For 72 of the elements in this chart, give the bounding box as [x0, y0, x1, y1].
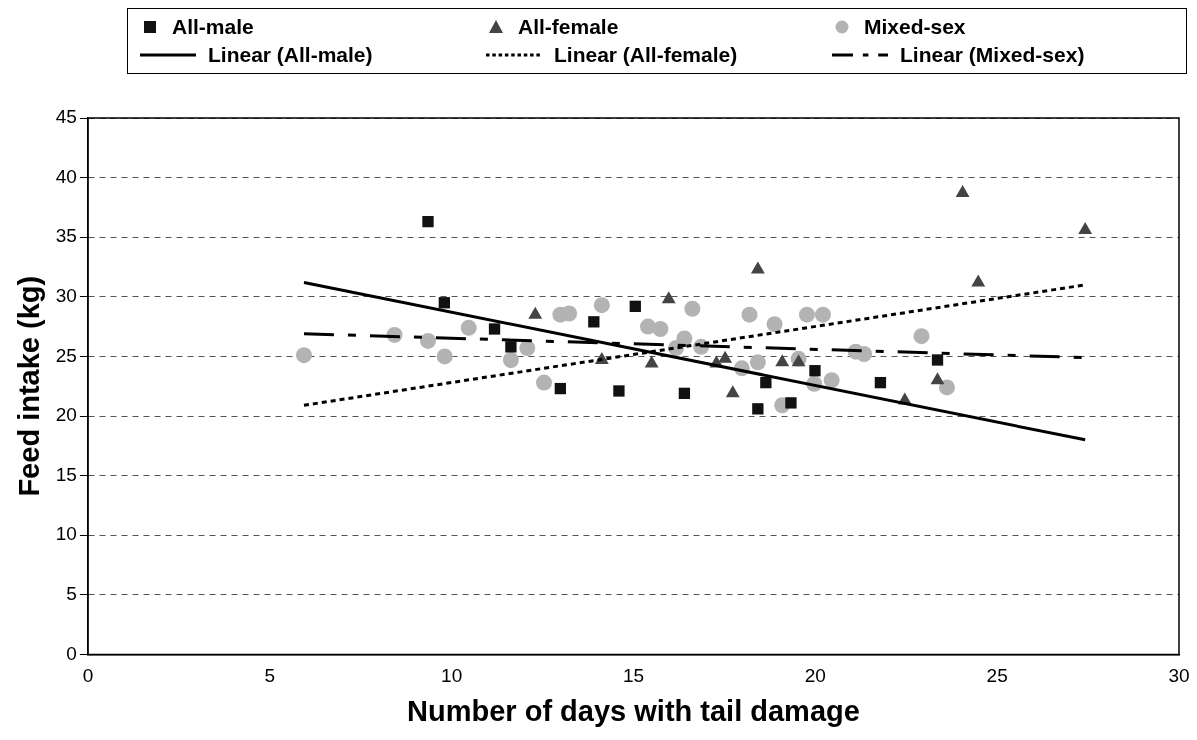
point	[554, 382, 567, 395]
point	[913, 328, 930, 345]
point	[422, 216, 434, 228]
y-tick-label: 10	[55, 523, 77, 545]
point	[613, 385, 625, 397]
point	[750, 261, 765, 274]
point	[931, 354, 944, 366]
legend-label: All-male	[172, 15, 254, 39]
point	[791, 354, 806, 367]
point	[652, 320, 669, 337]
point	[955, 185, 970, 198]
x-tick-label: 0	[82, 665, 94, 687]
point	[536, 374, 552, 391]
y-tick-label: 5	[66, 583, 77, 605]
point	[971, 274, 986, 287]
legend-label: Linear (All-female)	[554, 43, 738, 67]
point	[561, 305, 578, 322]
legend-label: Linear (Mixed-sex)	[900, 43, 1085, 67]
point	[775, 354, 790, 367]
point	[593, 297, 610, 314]
point	[856, 346, 873, 363]
x-tick-label: 20	[804, 665, 826, 687]
point	[629, 300, 641, 312]
legend-label: Linear (All-male)	[208, 43, 373, 67]
point	[823, 372, 840, 389]
point	[519, 340, 536, 357]
legend-label: Mixed-sex	[864, 15, 966, 39]
point	[718, 350, 733, 363]
x-tick-label: 25	[986, 665, 1008, 687]
point	[528, 306, 543, 319]
point	[438, 297, 451, 309]
y-axis-title: Feed intake (kg)	[13, 275, 46, 497]
point	[436, 348, 453, 365]
y-tick-label: 35	[55, 225, 77, 247]
point	[930, 372, 945, 385]
point	[749, 354, 766, 371]
point	[809, 365, 821, 377]
y-tick-label: 30	[55, 285, 77, 307]
y-tick-label: 15	[55, 463, 77, 485]
point	[752, 403, 764, 415]
point	[502, 351, 519, 368]
point	[874, 376, 887, 389]
point	[295, 347, 312, 364]
point	[938, 379, 955, 396]
point	[419, 332, 436, 349]
point	[766, 316, 783, 333]
y-tick-label: 25	[55, 344, 77, 366]
point	[785, 397, 797, 409]
y-tick-label: 20	[55, 404, 77, 426]
point	[684, 300, 701, 317]
point	[1078, 222, 1093, 235]
point	[760, 376, 772, 389]
x-tick-label: 30	[1168, 665, 1190, 687]
point	[460, 319, 477, 336]
y-tick-label: 0	[66, 642, 77, 664]
point	[488, 323, 501, 335]
point	[505, 341, 517, 353]
legend-label: All-female	[518, 15, 619, 39]
x-tick-label: 15	[622, 665, 645, 687]
point	[725, 385, 740, 398]
point	[678, 387, 691, 400]
x-axis-title: Number of days with tail damage	[407, 694, 860, 727]
y-tick-label: 40	[55, 165, 77, 187]
point	[588, 316, 600, 328]
y-tick-label: 45	[55, 106, 77, 128]
x-tick-label: 10	[441, 665, 463, 687]
point	[814, 306, 831, 323]
point	[644, 355, 659, 368]
point	[661, 291, 676, 304]
x-tick-label: 5	[264, 665, 276, 687]
point	[741, 306, 758, 323]
point	[798, 306, 815, 323]
